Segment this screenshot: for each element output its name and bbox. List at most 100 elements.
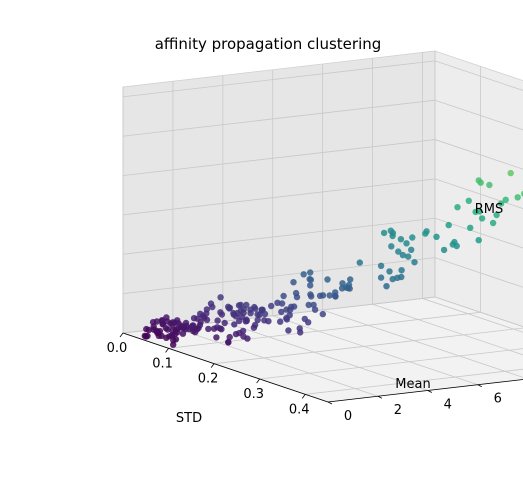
data-point xyxy=(378,263,384,269)
chart-title: affinity propagation clustering xyxy=(155,35,382,53)
data-point xyxy=(320,292,326,298)
x-tick-mark xyxy=(211,364,214,368)
data-point xyxy=(332,293,338,299)
data-point xyxy=(307,269,313,275)
y-tick-mark xyxy=(478,385,482,387)
data-point xyxy=(312,307,318,313)
data-point xyxy=(231,321,237,327)
data-point xyxy=(388,243,394,249)
data-point xyxy=(446,222,452,228)
data-point xyxy=(214,317,220,323)
x-tick-label: 0.2 xyxy=(198,372,219,387)
data-point xyxy=(486,182,492,188)
data-point xyxy=(180,331,186,337)
x-axis-label: STD xyxy=(176,411,202,426)
data-point xyxy=(233,331,239,337)
data-point xyxy=(143,333,149,339)
data-point xyxy=(411,259,417,265)
x-tick-mark xyxy=(166,348,169,352)
y-axis-label: Mean xyxy=(395,377,430,392)
data-point xyxy=(265,318,271,324)
data-point xyxy=(308,293,314,299)
data-point xyxy=(441,247,447,253)
data-point xyxy=(247,310,253,316)
data-point xyxy=(383,283,389,289)
data-point xyxy=(508,170,514,176)
data-point xyxy=(201,315,207,321)
data-point xyxy=(251,325,257,331)
data-point xyxy=(324,276,330,282)
data-point xyxy=(327,292,333,298)
data-point xyxy=(222,320,228,326)
data-point xyxy=(280,293,286,299)
data-point xyxy=(194,316,200,322)
x-tick-label: 0.3 xyxy=(243,387,264,402)
x-tick-mark xyxy=(302,394,305,398)
data-point xyxy=(254,311,260,317)
z-axis-label: RMS xyxy=(475,202,504,217)
x-tick-label: 0.4 xyxy=(289,402,310,417)
data-point xyxy=(284,316,290,322)
data-point xyxy=(503,197,509,203)
data-point xyxy=(294,294,300,300)
data-point xyxy=(146,327,152,333)
x-tick-label: 0.1 xyxy=(152,356,173,371)
data-point xyxy=(308,277,314,283)
x-tick-mark xyxy=(257,379,260,383)
data-point xyxy=(450,241,456,247)
data-point xyxy=(320,311,326,317)
data-point xyxy=(208,300,214,306)
data-point xyxy=(378,274,384,280)
data-point xyxy=(476,237,482,243)
data-point xyxy=(467,225,473,231)
y-tick-label: 0 xyxy=(344,409,352,424)
left-pane xyxy=(123,51,435,333)
data-point xyxy=(285,327,291,333)
data-point xyxy=(225,339,231,345)
y-tick-mark xyxy=(328,402,332,404)
data-point xyxy=(297,329,303,335)
data-point xyxy=(390,276,396,282)
y-tick-label: 6 xyxy=(494,392,502,407)
data-point xyxy=(170,342,176,348)
data-point xyxy=(211,326,217,332)
data-point xyxy=(478,180,484,186)
data-point xyxy=(217,294,223,300)
data-point xyxy=(213,334,219,340)
data-point xyxy=(466,198,472,204)
data-point xyxy=(240,333,246,339)
data-point xyxy=(307,282,313,288)
data-point xyxy=(490,220,496,226)
data-point xyxy=(218,326,224,332)
data-point xyxy=(389,233,395,239)
data-point xyxy=(398,267,404,273)
data-point xyxy=(278,309,284,315)
y-tick-label: 2 xyxy=(394,403,402,418)
data-point xyxy=(408,247,414,253)
data-point xyxy=(515,194,521,200)
data-point xyxy=(357,259,363,265)
data-point xyxy=(422,230,428,236)
data-point xyxy=(190,323,196,329)
data-point xyxy=(290,279,296,285)
data-point xyxy=(405,253,411,259)
data-point xyxy=(398,236,404,242)
y-tick-mark xyxy=(378,396,382,398)
data-point xyxy=(205,326,211,332)
data-point xyxy=(305,319,311,325)
data-point xyxy=(301,271,307,277)
data-point xyxy=(433,234,439,240)
x-tick-mark xyxy=(120,333,123,337)
data-point xyxy=(243,318,249,324)
data-point xyxy=(381,230,387,236)
data-point xyxy=(192,329,198,335)
data-point xyxy=(346,282,352,288)
data-point xyxy=(277,319,283,325)
data-point xyxy=(268,303,274,309)
y-tick-label: 4 xyxy=(444,398,452,413)
data-point xyxy=(164,326,170,332)
data-point xyxy=(230,310,236,316)
data-point xyxy=(454,204,460,210)
data-point xyxy=(347,276,353,282)
